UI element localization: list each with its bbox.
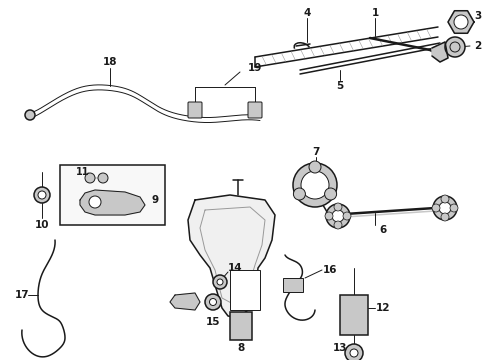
Text: 16: 16 <box>322 265 337 275</box>
FancyBboxPatch shape <box>247 102 262 118</box>
Text: 3: 3 <box>473 11 481 21</box>
Circle shape <box>440 195 448 203</box>
Circle shape <box>444 37 464 57</box>
Circle shape <box>89 196 101 208</box>
Text: 19: 19 <box>247 63 262 73</box>
Circle shape <box>325 204 349 228</box>
Bar <box>283 278 303 292</box>
Bar <box>339 295 367 335</box>
Circle shape <box>308 161 320 173</box>
Text: 1: 1 <box>370 8 378 18</box>
Circle shape <box>333 221 341 229</box>
Circle shape <box>331 210 343 222</box>
Text: 12: 12 <box>375 303 389 313</box>
Circle shape <box>25 110 35 120</box>
Circle shape <box>449 204 457 212</box>
Circle shape <box>325 212 332 220</box>
Circle shape <box>432 196 456 220</box>
Text: 17: 17 <box>15 290 29 300</box>
Bar <box>229 312 251 340</box>
Circle shape <box>440 213 448 221</box>
Circle shape <box>293 188 305 200</box>
FancyBboxPatch shape <box>187 102 202 118</box>
Circle shape <box>453 15 467 29</box>
Text: 15: 15 <box>205 317 220 327</box>
Text: 13: 13 <box>332 343 346 353</box>
Circle shape <box>213 275 226 289</box>
Polygon shape <box>80 190 145 215</box>
Circle shape <box>209 298 216 306</box>
Bar <box>229 270 260 310</box>
Circle shape <box>38 191 46 199</box>
Bar <box>60 165 164 225</box>
Circle shape <box>438 202 450 214</box>
Circle shape <box>342 212 350 220</box>
Text: 2: 2 <box>473 41 481 51</box>
Text: 14: 14 <box>227 263 242 273</box>
Polygon shape <box>187 195 274 318</box>
Text: 18: 18 <box>102 57 117 67</box>
Text: 11: 11 <box>76 167 90 177</box>
Text: 9: 9 <box>151 195 158 205</box>
Polygon shape <box>447 11 473 33</box>
Circle shape <box>98 173 108 183</box>
Text: 8: 8 <box>237 343 244 353</box>
Circle shape <box>301 171 328 199</box>
Circle shape <box>324 188 336 200</box>
Polygon shape <box>170 293 200 310</box>
Text: 6: 6 <box>379 225 386 235</box>
Text: 4: 4 <box>303 8 310 18</box>
Text: 7: 7 <box>312 147 319 157</box>
Text: 5: 5 <box>336 81 343 91</box>
Circle shape <box>292 163 336 207</box>
Circle shape <box>345 344 362 360</box>
Circle shape <box>34 187 50 203</box>
Polygon shape <box>431 42 447 62</box>
Circle shape <box>85 173 95 183</box>
Text: 10: 10 <box>35 220 49 230</box>
Circle shape <box>431 204 439 212</box>
Circle shape <box>204 294 221 310</box>
Circle shape <box>217 279 223 285</box>
Circle shape <box>349 349 357 357</box>
Circle shape <box>333 203 341 211</box>
